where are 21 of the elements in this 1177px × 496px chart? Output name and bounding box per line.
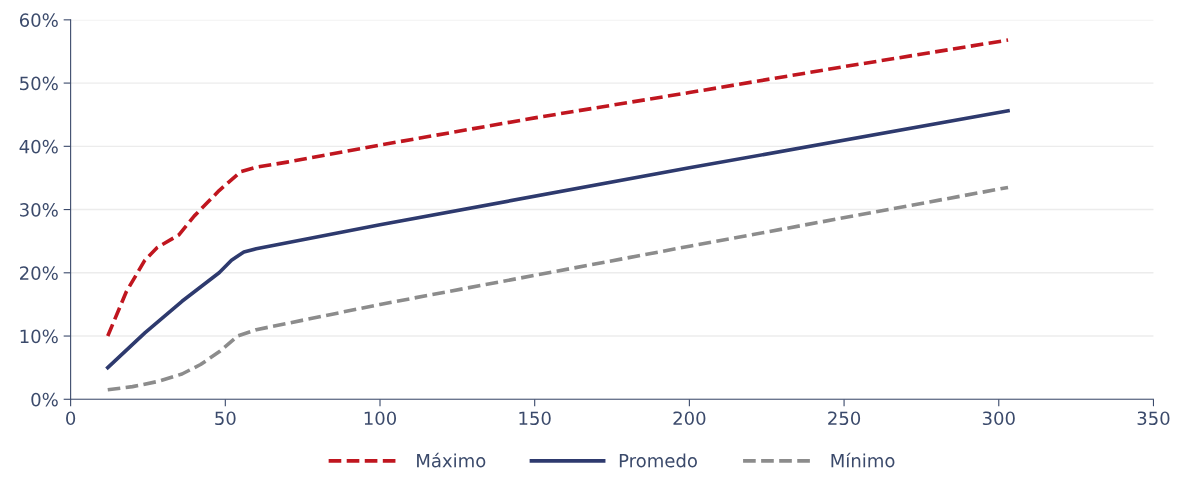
line-series xyxy=(105,185,1010,392)
y-tick-label: 20% xyxy=(20,266,58,280)
y-tick-label: 0% xyxy=(31,392,58,407)
legend-label: Promedo xyxy=(619,453,697,468)
x-tick-label: 100 xyxy=(364,411,397,426)
legend-label: Máximo xyxy=(417,452,486,468)
line-series xyxy=(105,38,1010,338)
x-tick-label: 350 xyxy=(1137,411,1170,426)
x-tick-label: 250 xyxy=(828,411,861,426)
y-tick-label: 50% xyxy=(20,76,58,91)
x-tick-label: 150 xyxy=(519,411,551,426)
line-series xyxy=(105,109,1010,370)
y-tick-label: 40% xyxy=(19,139,58,154)
x-tick-label: 0 xyxy=(66,411,76,426)
x-tick-label: 50 xyxy=(215,411,236,426)
y-tick-label: 30% xyxy=(20,203,58,217)
y-tick-label: 10% xyxy=(20,329,58,344)
legend-label: Mínimo xyxy=(831,452,895,468)
x-tick-label: 200 xyxy=(673,411,706,426)
y-tick-label: 60% xyxy=(19,13,58,27)
x-tick-label: 300 xyxy=(982,411,1015,426)
